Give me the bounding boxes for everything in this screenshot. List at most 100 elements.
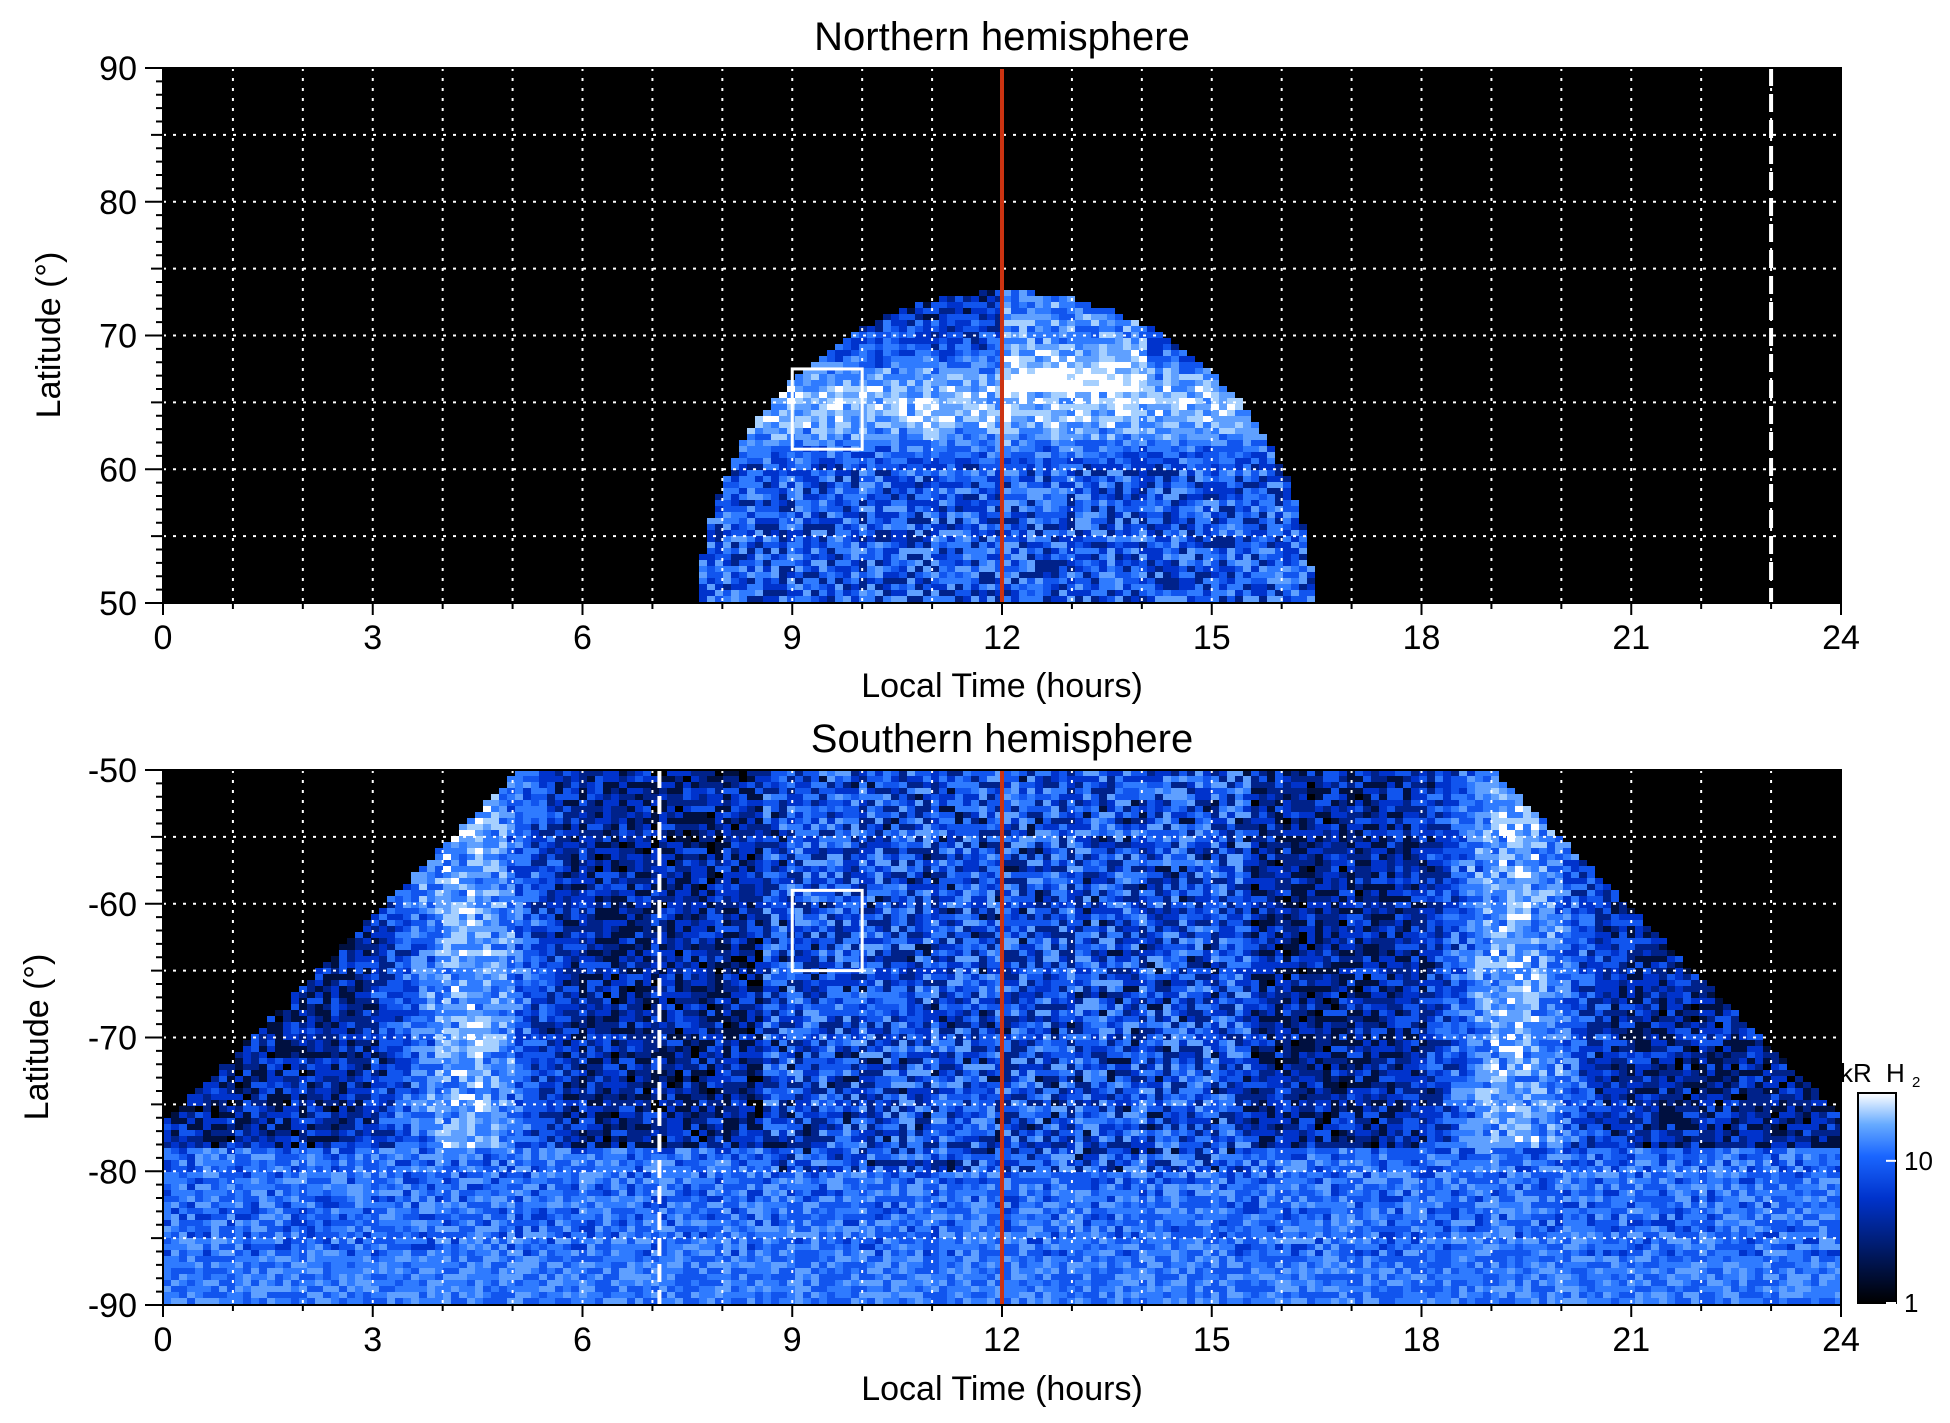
- heatmap-cell: [387, 944, 395, 950]
- heatmap-cell: [203, 1088, 211, 1094]
- heatmap-cell: [331, 1124, 339, 1130]
- heatmap-cell: [243, 1046, 251, 1052]
- heatmap-cell: [987, 356, 995, 362]
- heatmap-cell: [371, 1082, 379, 1088]
- heatmap-cell: [179, 1106, 187, 1112]
- heatmap-cell: [347, 1124, 355, 1130]
- heatmap-cell: [787, 488, 795, 494]
- heatmap-cell: [1091, 548, 1099, 554]
- heatmap-cell: [987, 470, 995, 476]
- heatmap-cell: [1099, 578, 1107, 584]
- heatmap-cell: [1163, 518, 1171, 524]
- heatmap-cell: [1003, 554, 1011, 560]
- heatmap-cell: [307, 1106, 315, 1112]
- heatmap-cell: [379, 1286, 387, 1292]
- heatmap-cell: [963, 440, 971, 446]
- heatmap-cell: [315, 1076, 323, 1082]
- heatmap-cell: [1243, 452, 1251, 458]
- heatmap-cell: [1043, 434, 1051, 440]
- heatmap-cell: [1275, 578, 1283, 584]
- heatmap-cell: [1251, 434, 1259, 440]
- heatmap-cell: [1259, 548, 1267, 554]
- heatmap-cell: [1147, 368, 1155, 374]
- heatmap-cell: [915, 416, 923, 422]
- heatmap-cell: [795, 482, 803, 488]
- heatmap-cell: [251, 1220, 259, 1226]
- heatmap-cell: [395, 944, 403, 950]
- heatmap-cell: [1171, 536, 1179, 542]
- heatmap-cell: [1147, 338, 1155, 344]
- heatmap-cell: [347, 1076, 355, 1082]
- heatmap-cell: [915, 488, 923, 494]
- heatmap-cell: [819, 422, 827, 428]
- heatmap-cell: [315, 1034, 323, 1040]
- heatmap-cell: [1019, 476, 1027, 482]
- heatmap-cell: [267, 1220, 275, 1226]
- heatmap-cell: [403, 932, 411, 938]
- heatmap-cell: [171, 1286, 179, 1292]
- heatmap-cell: [419, 974, 427, 980]
- heatmap-cell: [243, 1268, 251, 1274]
- heatmap-cell: [411, 1004, 419, 1010]
- heatmap-cell: [1267, 578, 1275, 584]
- heatmap-cell: [1075, 578, 1083, 584]
- heatmap-cell: [947, 572, 955, 578]
- heatmap-cell: [219, 1250, 227, 1256]
- heatmap-cell: [331, 1094, 339, 1100]
- heatmap-cell: [1211, 434, 1219, 440]
- heatmap-cell: [771, 494, 779, 500]
- heatmap-cell: [851, 374, 859, 380]
- heatmap-cell: [747, 470, 755, 476]
- heatmap-cell: [1139, 566, 1147, 572]
- heatmap-cell: [331, 1274, 339, 1280]
- heatmap-cell: [1123, 458, 1131, 464]
- heatmap-cell: [1059, 566, 1067, 572]
- heatmap-cell: [1083, 398, 1091, 404]
- heatmap-cell: [1155, 554, 1163, 560]
- heatmap-cell: [907, 410, 915, 416]
- heatmap-cell: [251, 1274, 259, 1280]
- heatmap-cell: [179, 1202, 187, 1208]
- heatmap-cell: [827, 458, 835, 464]
- heatmap-cell: [211, 1292, 219, 1298]
- heatmap-cell: [339, 1298, 347, 1304]
- heatmap-cell: [931, 524, 939, 530]
- heatmap-cell: [219, 1148, 227, 1154]
- heatmap-cell: [1203, 368, 1211, 374]
- heatmap-cell: [163, 1160, 171, 1166]
- heatmap-cell: [971, 596, 979, 602]
- heatmap-cell: [1139, 422, 1147, 428]
- heatmap-cell: [275, 1082, 283, 1088]
- heatmap-cell: [1011, 296, 1019, 302]
- heatmap-cell: [307, 1118, 315, 1124]
- heatmap-cell: [339, 1196, 347, 1202]
- heatmap-cell: [1275, 518, 1283, 524]
- heatmap-cell: [891, 398, 899, 404]
- heatmap-cell: [307, 1046, 315, 1052]
- heatmap-cell: [395, 1088, 403, 1094]
- heatmap-cell: [1051, 536, 1059, 542]
- heatmap-cell: [1011, 428, 1019, 434]
- heatmap-cell: [1251, 458, 1259, 464]
- heatmap-cell: [411, 1190, 419, 1196]
- heatmap-cell: [859, 464, 867, 470]
- heatmap-cell: [1027, 566, 1035, 572]
- heatmap-cell: [971, 374, 979, 380]
- heatmap-cell: [1115, 398, 1123, 404]
- heatmap-cell: [1059, 476, 1067, 482]
- heatmap-cell: [851, 410, 859, 416]
- heatmap-cell: [171, 1298, 179, 1304]
- heatmap-cell: [1283, 506, 1291, 512]
- heatmap-cell: [787, 494, 795, 500]
- heatmap-cell: [251, 1250, 259, 1256]
- heatmap-cell: [875, 464, 883, 470]
- heatmap-cell: [1171, 356, 1179, 362]
- heatmap-cell: [355, 974, 363, 980]
- heatmap-cell: [1163, 392, 1171, 398]
- heatmap-cell: [1043, 584, 1051, 590]
- heatmap-cell: [1059, 326, 1067, 332]
- heatmap-cell: [1195, 488, 1203, 494]
- heatmap-cell: [363, 1208, 371, 1214]
- heatmap-cell: [715, 536, 723, 542]
- heatmap-cell: [259, 1262, 267, 1268]
